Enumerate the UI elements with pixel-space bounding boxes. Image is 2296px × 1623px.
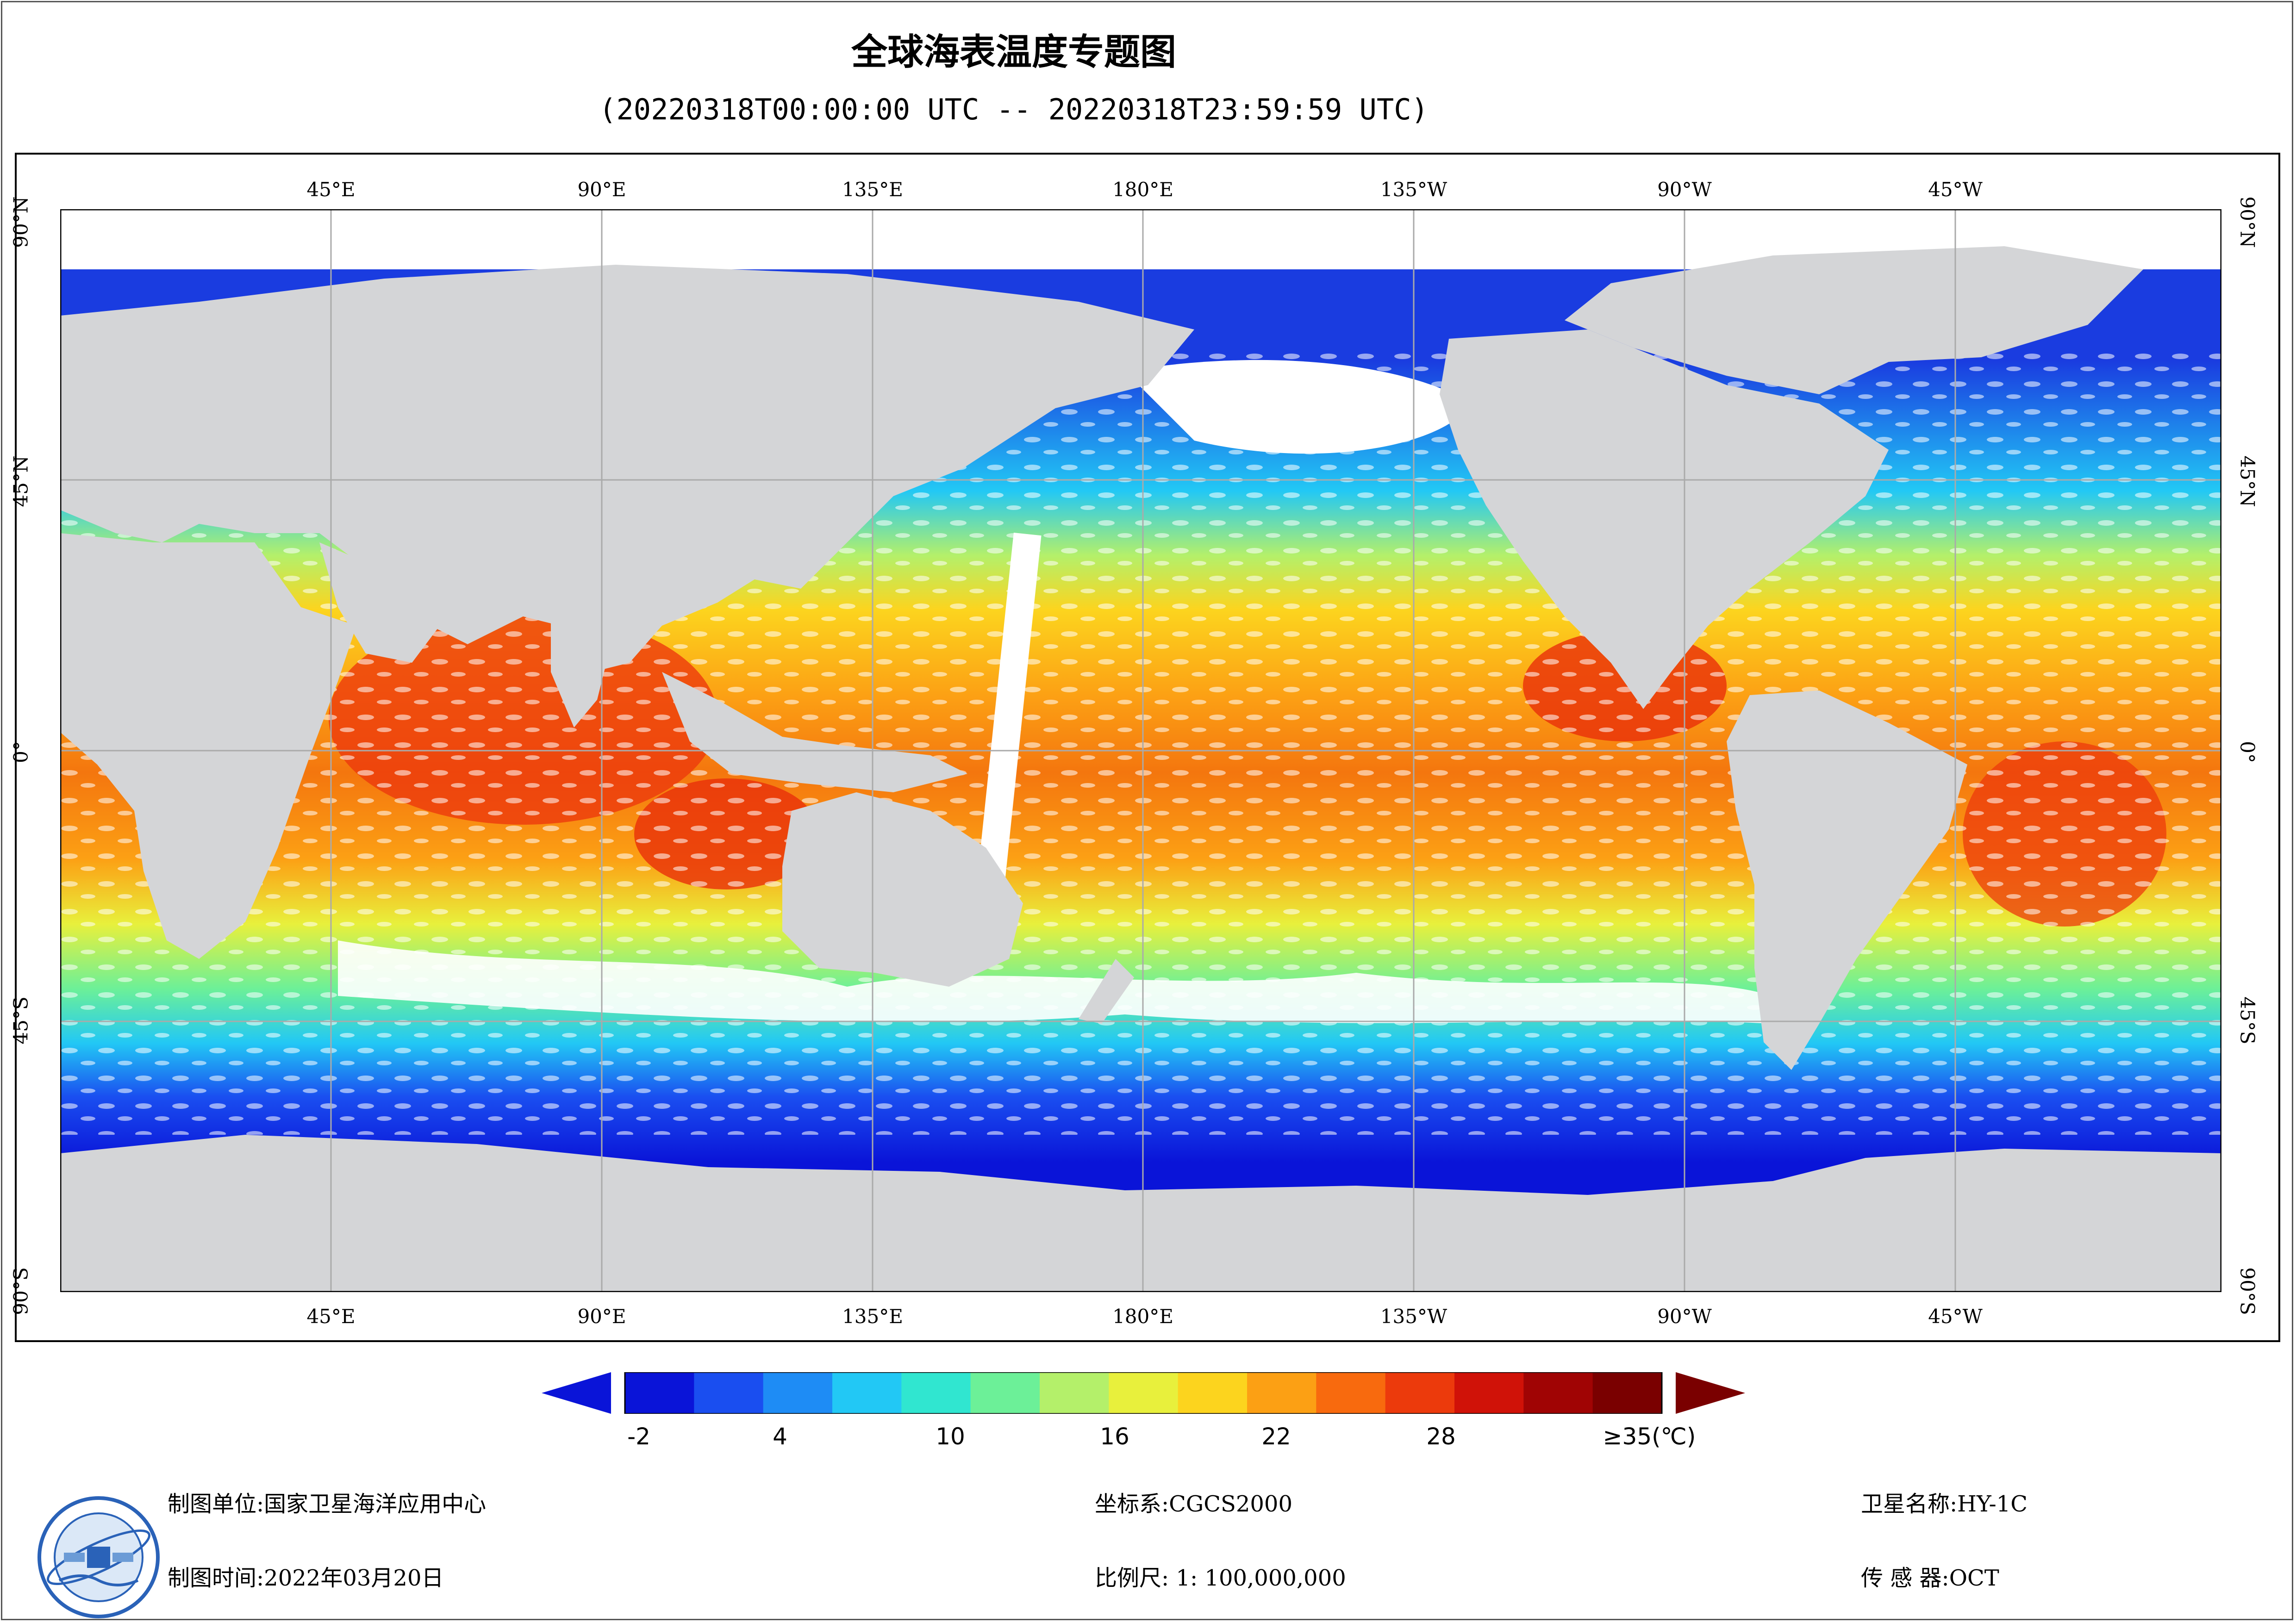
lat-label-right-90s: 90°S [2236, 1267, 2259, 1315]
lon-label-bottom-45w: 45°W [1928, 1305, 1983, 1328]
lat-label-left-90s: 90°S [9, 1267, 32, 1315]
legend-tick-22: 22 [1261, 1423, 1291, 1450]
land-africa [60, 533, 356, 959]
land-arabia [319, 542, 440, 663]
lat-label-right-45s: 45°S [2236, 996, 2259, 1045]
map-border [60, 209, 2221, 1292]
colorbar-cell [1040, 1372, 1110, 1414]
lat-label-right-45n: 45°N [2236, 455, 2259, 507]
lat-label-left-90n: 90°N [9, 196, 32, 248]
land [60, 246, 2221, 1292]
lat-label-left-45n: 45°N [9, 455, 32, 507]
colorbar-cell [1454, 1372, 1524, 1414]
mapping-unit: 制图单位:国家卫星海洋应用中心 [168, 1491, 487, 1517]
lat-label-right-0: 0° [2236, 741, 2259, 763]
lon-label-top-45w: 45°W [1928, 178, 1983, 201]
colorbar-cell [625, 1372, 695, 1414]
map-scale: 比例尺: 1: 100,000,000 [1095, 1565, 1346, 1591]
lon-label-top-180: 180°E [1112, 178, 1173, 201]
lat-label-left-45s: 45°S [9, 996, 32, 1045]
time-range-subtitle: (20220318T00:00:00 UTC -- 20220318T23:59… [599, 93, 1429, 126]
colorbar-low-arrow [542, 1372, 611, 1414]
colorbar-cell [1316, 1372, 1386, 1414]
colorbar-high-arrow [1676, 1372, 1745, 1414]
colorbar-cell [1247, 1372, 1317, 1414]
colorbar-border [624, 1372, 1663, 1414]
lon-label-bottom-45e: 45°E [306, 1305, 356, 1328]
colorbar-cell [1109, 1372, 1179, 1414]
legend-tick-4: 4 [773, 1423, 787, 1450]
colorbar-cells [625, 1372, 1662, 1414]
colorbar-cell [1592, 1372, 1662, 1414]
lon-label-top-135w: 135°W [1380, 178, 1447, 201]
lon-label-bottom-135e: 135°E [842, 1305, 903, 1328]
land-north-america [1440, 330, 1889, 709]
page-title: 全球海表温度专题图 [851, 31, 1176, 73]
land-greenland [1565, 246, 2143, 394]
lat-label-right-90n: 90°N [2236, 196, 2259, 248]
land-eurasia [60, 265, 1194, 672]
lon-label-bottom-180: 180°E [1112, 1305, 1173, 1328]
colorbar-cell [763, 1372, 833, 1414]
lon-label-top-90e: 90°E [577, 178, 626, 201]
land-india [551, 616, 616, 728]
legend-tick-16: 16 [1100, 1423, 1129, 1450]
legend-tick-28: 28 [1426, 1423, 1456, 1450]
sst-colorbar [542, 1372, 1745, 1414]
lon-label-bottom-90e: 90°E [577, 1305, 626, 1328]
graticule [60, 209, 2221, 1292]
land-antarctica [60, 1135, 2221, 1292]
colorbar-cell [694, 1372, 764, 1414]
lon-label-bottom-135w: 135°W [1380, 1305, 1447, 1328]
land-indonesia [662, 672, 967, 792]
colorbar-cell [832, 1372, 902, 1414]
land-south-america [1727, 690, 1967, 1070]
lon-label-bottom-90w: 90°W [1657, 1305, 1712, 1328]
sensor-name: 传 感 器:OCT [1861, 1565, 1999, 1591]
mapping-time: 制图时间:2022年03月20日 [168, 1565, 444, 1591]
map-frame [15, 153, 2280, 1342]
sst-map [60, 209, 2221, 1292]
lon-label-top-135e: 135°E [842, 178, 903, 201]
colorbar-cell [1523, 1372, 1593, 1414]
lon-label-top-45e: 45°E [306, 178, 356, 201]
satellite-name: 卫星名称:HY-1C [1861, 1491, 2028, 1517]
lat-label-left-0: 0° [9, 741, 32, 763]
colorbar-cell [970, 1372, 1040, 1414]
swath-gap [977, 532, 1042, 886]
legend-tick-minus2: -2 [627, 1423, 650, 1450]
legend-tick-10: 10 [936, 1423, 965, 1450]
lon-label-top-90w: 90°W [1657, 178, 1712, 201]
legend-tick-35: ≥35(℃) [1603, 1423, 1696, 1450]
colorbar-cell [1178, 1372, 1248, 1414]
colorbar-cell [901, 1372, 971, 1414]
land-australia [782, 792, 1023, 987]
land-new-zealand [1079, 959, 1134, 1024]
colorbar-cell [1385, 1372, 1455, 1414]
coordinate-system: 坐标系:CGCS2000 [1095, 1491, 1293, 1517]
nsoas-logo [37, 1496, 160, 1618]
